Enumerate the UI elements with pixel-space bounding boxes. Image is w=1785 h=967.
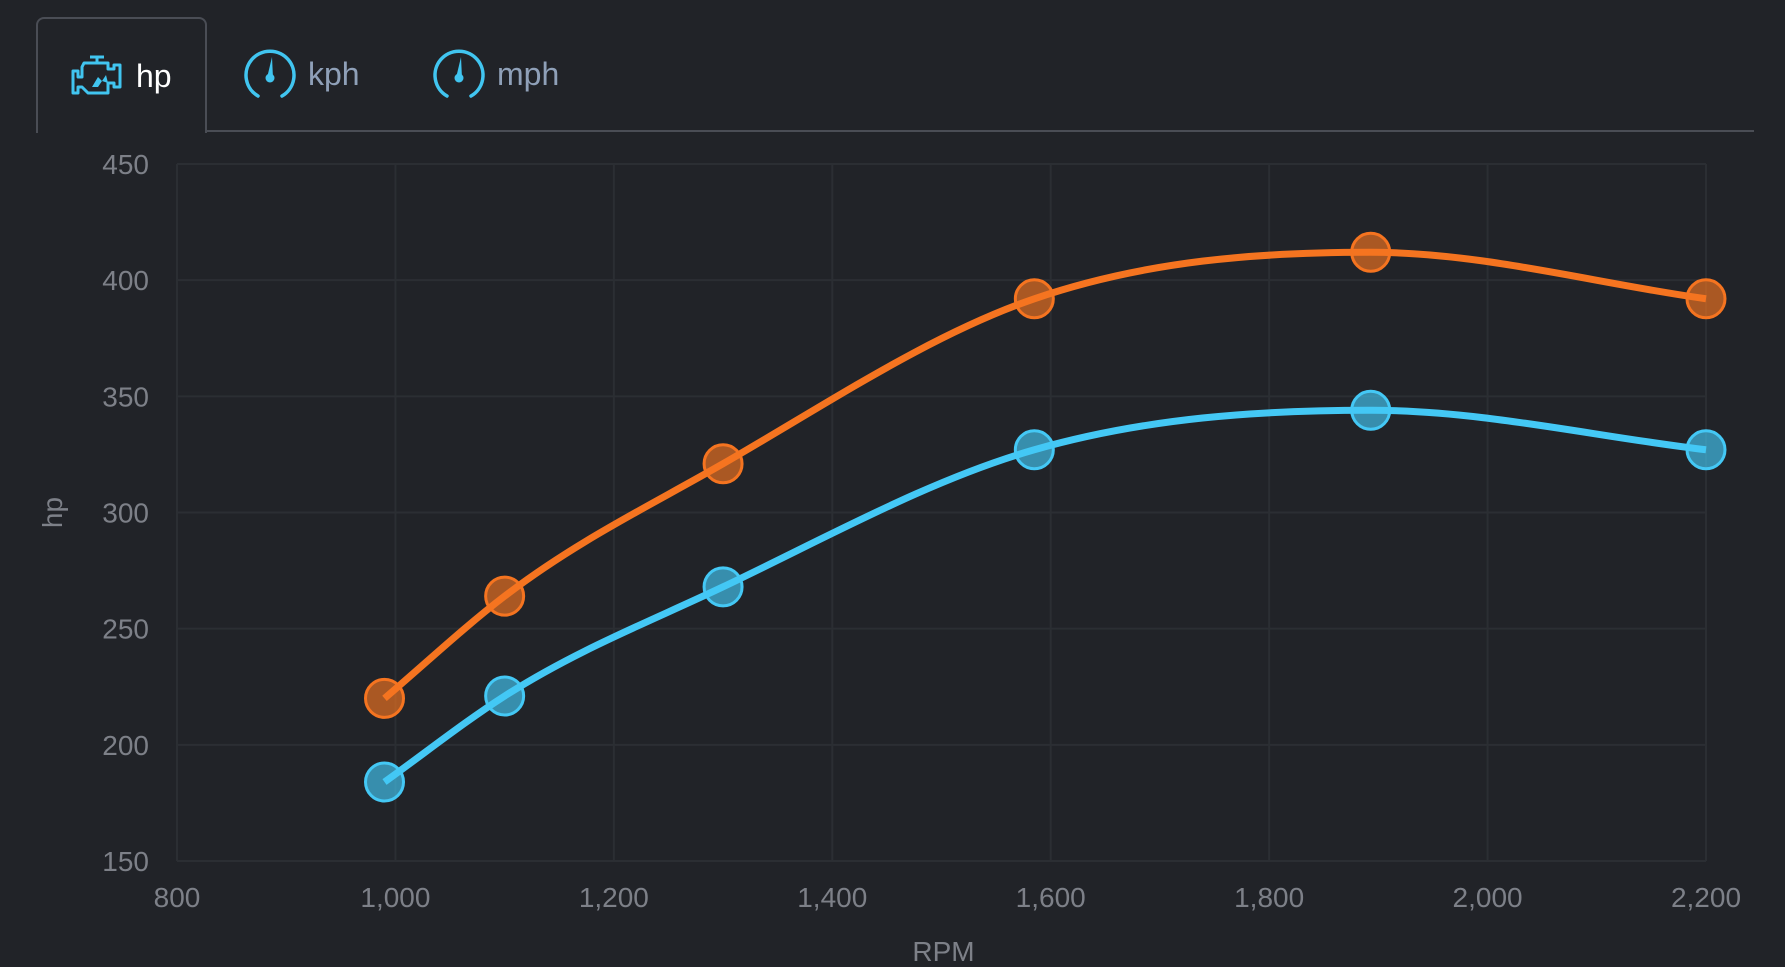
y-tick-label: 200 <box>102 730 149 761</box>
x-tick-label: 2,000 <box>1453 882 1523 913</box>
tab-baseline <box>36 130 1754 132</box>
tab-bar: hp kph mph <box>36 17 1754 133</box>
data-point <box>364 677 406 719</box>
y-tick-label: 450 <box>102 149 149 180</box>
x-tick-label: 1,800 <box>1234 882 1304 913</box>
x-tick-label: 1,600 <box>1016 882 1086 913</box>
y-axis-title: hp <box>37 497 68 528</box>
tab-mph[interactable]: mph <box>429 17 559 132</box>
data-point <box>484 575 526 617</box>
x-tick-label: 1,400 <box>797 882 867 913</box>
x-tick-label: 2,200 <box>1671 882 1741 913</box>
data-point <box>1685 278 1727 320</box>
data-point <box>702 566 744 608</box>
series-line-0 <box>382 248 1707 702</box>
data-point <box>1350 231 1392 273</box>
x-tick-label: 1,000 <box>360 882 430 913</box>
tab-label: kph <box>308 56 360 92</box>
speedometer-icon <box>240 45 300 105</box>
x-axis-title: RPM <box>912 936 974 967</box>
y-tick-label: 350 <box>102 381 149 412</box>
x-tick-label: 800 <box>154 882 201 913</box>
y-tick-label: 400 <box>102 265 149 296</box>
speedometer-icon <box>429 45 489 105</box>
data-point <box>1685 429 1727 471</box>
line-chart: 800 1,000 1,200 1,400 1,600 1,800 2,000 2,200 15… <box>37 149 1741 967</box>
data-point <box>484 675 526 717</box>
data-point <box>1013 429 1055 471</box>
y-tick-label: 300 <box>102 498 149 529</box>
data-point <box>1013 278 1055 320</box>
tab-kph[interactable]: kph <box>240 17 360 132</box>
data-point <box>364 761 406 803</box>
y-tick-label: 150 <box>102 846 149 877</box>
tab-label: mph <box>497 56 560 92</box>
data-point <box>1350 389 1392 431</box>
engine-icon <box>68 46 128 106</box>
tab-hp[interactable]: hp <box>36 17 207 133</box>
x-tick-label: 1,200 <box>579 882 649 913</box>
tab-label: hp <box>136 57 172 94</box>
data-point <box>702 443 744 485</box>
y-tick-label: 250 <box>102 614 149 645</box>
